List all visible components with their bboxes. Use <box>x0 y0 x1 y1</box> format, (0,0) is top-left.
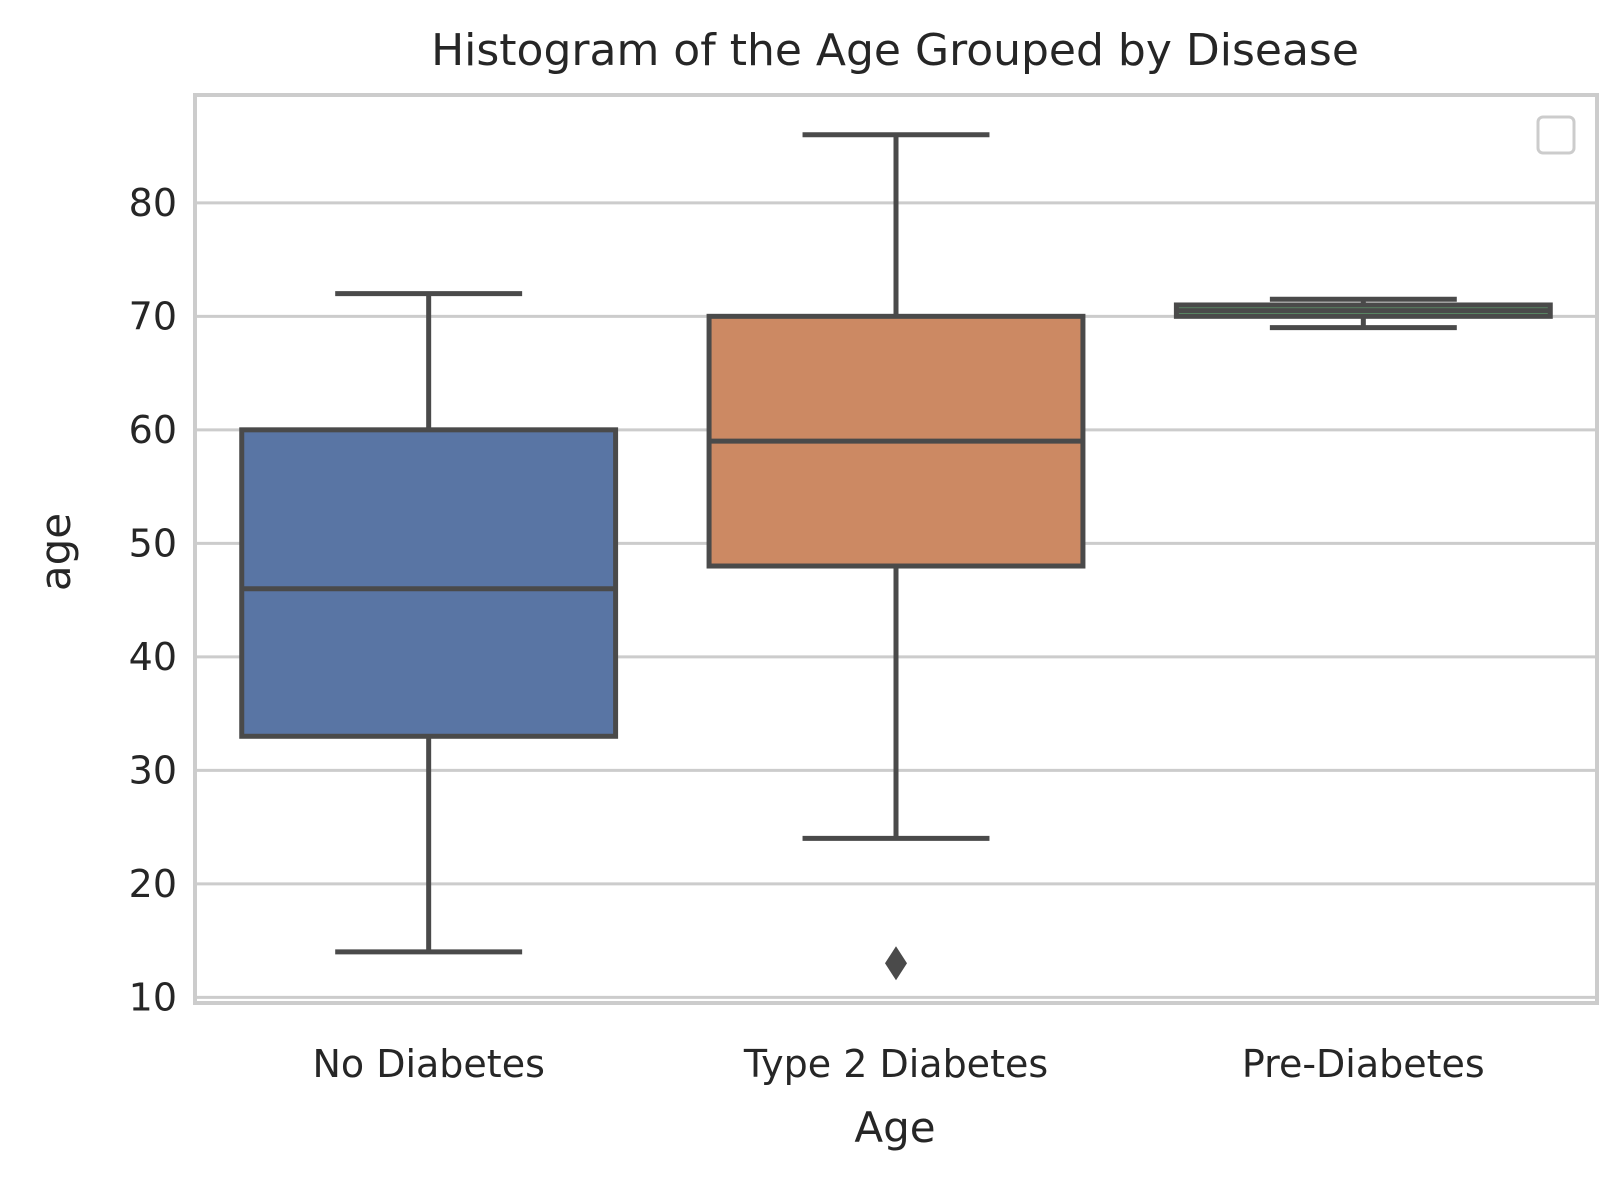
box-group-2 <box>1173 296 1553 331</box>
x-tick-label-1: Type 2 Diabetes <box>743 1042 1048 1086</box>
y-tick-label-40: 40 <box>129 635 177 679</box>
chart-title: Histogram of the Age Grouped by Disease <box>431 25 1359 76</box>
outlier-1-0 <box>885 946 907 981</box>
y-tick-label-70: 70 <box>129 294 177 338</box>
y-tick-labels: 10 20 30 40 50 60 70 80 <box>129 181 177 1020</box>
x-tick-labels: No Diabetes Type 2 Diabetes Pre-Diabetes <box>312 1042 1484 1086</box>
box-group-0 <box>239 291 619 955</box>
y-tick-label-20: 20 <box>129 862 177 906</box>
x-tick-label-2: Pre-Diabetes <box>1242 1042 1485 1086</box>
boxes-layer <box>239 132 1553 981</box>
y-tick-label-80: 80 <box>129 181 177 225</box>
x-axis-label: Age <box>854 1103 935 1152</box>
plot-frame <box>193 93 1599 1005</box>
y-tick-label-30: 30 <box>129 748 177 792</box>
y-tick-label-60: 60 <box>129 408 177 452</box>
y-tick-label-10: 10 <box>129 975 177 1019</box>
legend-box <box>1536 115 1576 155</box>
x-tick-label-0: No Diabetes <box>312 1042 544 1086</box>
box-group-1 <box>706 132 1086 981</box>
y-tick-label-50: 50 <box>129 521 177 565</box>
iqr-box-0 <box>239 427 619 739</box>
y-axis-label: age <box>31 513 80 591</box>
